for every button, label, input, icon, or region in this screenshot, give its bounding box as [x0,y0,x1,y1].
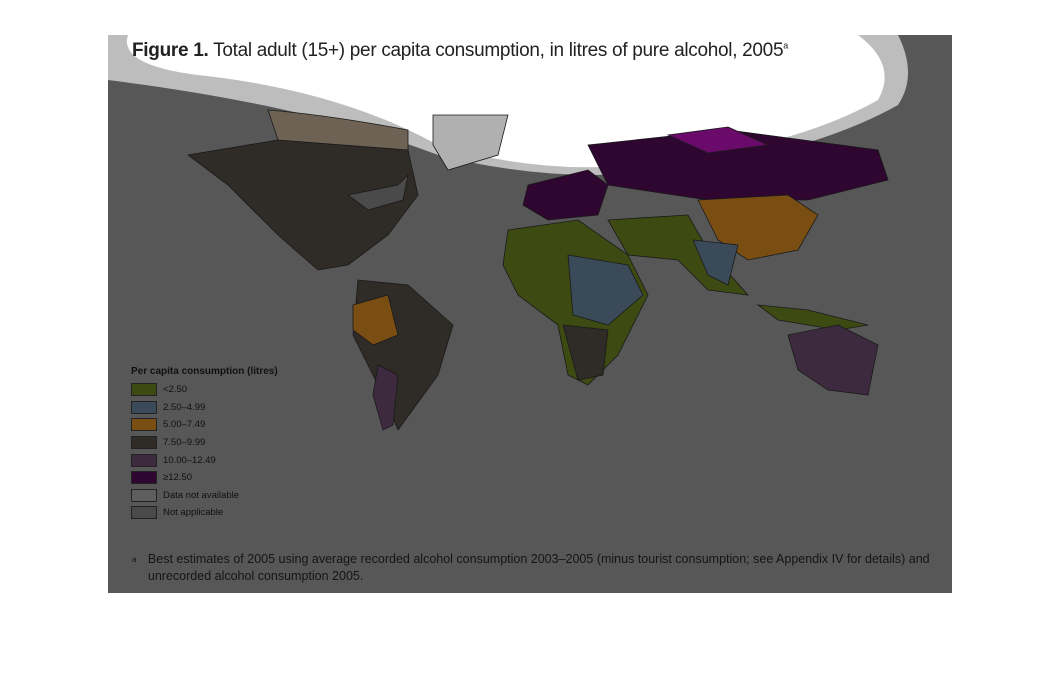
legend-swatch [131,383,157,397]
argentina [372,364,399,431]
europe [522,169,609,221]
legend-swatch [131,488,157,502]
footnote: a Best estimates of 2005 using average r… [132,551,944,585]
legend-item: Not applicable [131,504,278,522]
legend-label: <2.50 [163,384,188,396]
legend-swatch [131,506,157,520]
legend-item: 2.50–4.99 [131,399,278,417]
legend-label: 7.50–9.99 [163,437,206,449]
russia [587,129,889,201]
andes [352,294,399,346]
legend-label: 10.00–12.49 [163,454,216,466]
legend-swatch [131,471,157,485]
australia [787,324,879,396]
legend-label: Data not available [163,489,240,501]
legend-item: Data not available [131,487,278,505]
legend: Per capita consumption (litres) <2.50 2.5… [131,366,278,522]
legend-swatch [131,436,157,450]
footnote-text: Best estimates of 2005 using average rec… [147,552,930,583]
title-label: Figure 1. [132,40,209,61]
greenland [432,114,509,171]
east-africa [567,254,644,326]
arctic-canada [267,109,409,151]
legend-title: Per capita consumption (litres) [131,366,278,377]
legend-item: 5.00–7.49 [131,416,278,434]
legend-item: <2.50 [131,381,278,399]
india [692,239,739,286]
title-text: Total adult (15+) per capita consumption… [213,40,784,61]
legend-label: Not applicable [163,507,224,519]
legend-swatch [131,418,157,432]
legend-item: ≥12.50 [131,469,278,487]
legend-label: ≥12.50 [163,472,192,484]
legend-item: 10.00–12.49 [131,451,278,469]
title-note: a [783,40,788,51]
legend-item: 7.50–9.99 [131,434,278,452]
southern-africa [562,324,609,381]
legend-label: 2.50–4.99 [163,401,206,413]
north-russia [666,126,770,154]
legend-label: 5.00–7.49 [163,419,206,431]
legend-swatch [131,453,157,467]
countries [187,109,889,431]
figure-panel: Figure 1. Total adult (15+) per capita c… [108,35,952,593]
footnote-marker: a [132,555,137,564]
title: Figure 1. Total adult (15+) per capita c… [132,40,788,62]
legend-swatch [131,400,157,414]
na-gap [347,173,409,211]
indonesia [756,304,869,331]
world-map [108,35,908,431]
